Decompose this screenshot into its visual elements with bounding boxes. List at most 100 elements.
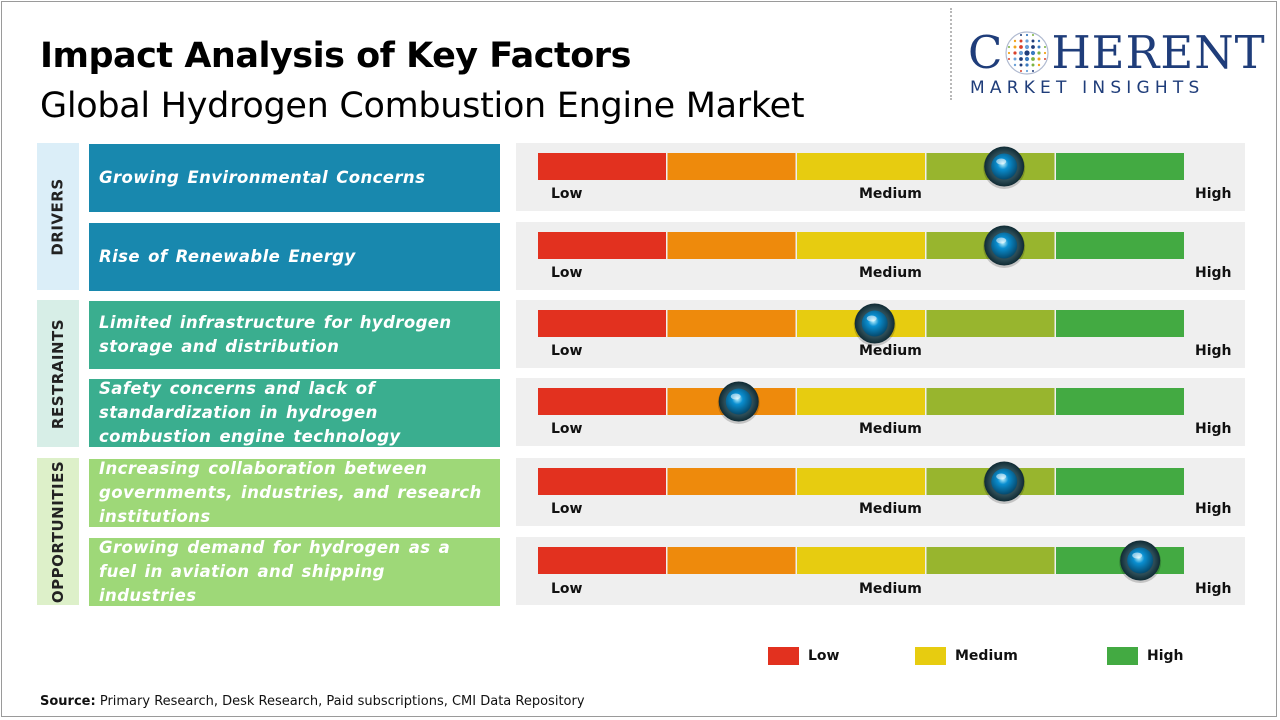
factor-label: Growing Environmental Concerns xyxy=(99,168,426,187)
scale-segment-4 xyxy=(926,388,1055,415)
scale-segment-5 xyxy=(1056,232,1184,259)
scale-label-medium: Medium xyxy=(859,186,922,202)
impact-gauge-svg xyxy=(538,225,1184,268)
scale-segment-3 xyxy=(797,468,925,495)
factor-box: Safety concerns and lack of standardizat… xyxy=(89,379,500,447)
legend-swatch xyxy=(1107,647,1138,665)
legend-label: High xyxy=(1147,648,1184,664)
scale-segment-2 xyxy=(667,468,796,495)
impact-marker xyxy=(983,225,1026,268)
factor-label: Safety concerns and lack of standardizat… xyxy=(99,379,401,446)
company-logo: C HERENT MARKET INSIGHTS xyxy=(968,30,1268,99)
scale-segment-5 xyxy=(1056,547,1184,574)
scale-segment-1 xyxy=(538,468,666,495)
logo-tagline: MARKET INSIGHTS xyxy=(970,78,1205,98)
group-label-text: DRIVERS xyxy=(49,177,68,256)
factor-label: Limited infrastructure for hydrogen stor… xyxy=(99,313,452,356)
scale-segment-2 xyxy=(667,310,796,337)
impact-marker xyxy=(983,146,1026,189)
scale-label-low: Low xyxy=(551,186,583,202)
scale-segment-5 xyxy=(1056,310,1184,337)
logo-divider xyxy=(950,8,952,100)
scale-segment-2 xyxy=(667,153,796,180)
legend-item-low: Low xyxy=(768,647,839,665)
group-label-restraints: RESTRAINTS xyxy=(37,300,79,447)
impact-gauge: Low Medium High xyxy=(516,458,1245,526)
impact-gauge: Low Medium High xyxy=(516,537,1245,605)
source-text: Primary Research, Desk Research, Paid su… xyxy=(99,694,585,709)
impact-marker xyxy=(853,303,896,346)
scale-label-medium: Medium xyxy=(859,581,922,597)
group-label-text: RESTRAINTS xyxy=(49,318,68,429)
source-note: Source: Primary Research, Desk Research,… xyxy=(40,694,585,709)
legend-swatch xyxy=(768,647,799,665)
impact-gauge-svg xyxy=(538,540,1184,583)
factor-label: Growing demand for hydrogen as a fuel in… xyxy=(99,538,451,605)
factor-box: Limited infrastructure for hydrogen stor… xyxy=(89,301,500,369)
factor-box: Growing demand for hydrogen as a fuel in… xyxy=(89,538,500,606)
factor-box: Increasing collaboration between governm… xyxy=(89,459,500,527)
impact-gauge: Low Medium High xyxy=(516,378,1245,446)
scale-label-medium: Medium xyxy=(859,265,922,281)
group-label-drivers: DRIVERS xyxy=(37,143,79,290)
legend-item-medium: Medium xyxy=(915,647,1018,665)
logo-globe-icon xyxy=(1005,31,1050,75)
scale-segment-2 xyxy=(667,547,796,574)
scale-label-low: Low xyxy=(551,421,583,437)
scale-label-high: High xyxy=(1195,186,1232,202)
scale-label-high: High xyxy=(1195,421,1232,437)
scale-label-high: High xyxy=(1195,581,1232,597)
scale-label-medium: Medium xyxy=(859,343,922,359)
legend-label: Low xyxy=(808,648,840,664)
scale-segment-5 xyxy=(1056,388,1184,415)
scale-segment-1 xyxy=(538,388,666,415)
scale-segment-3 xyxy=(797,388,925,415)
scale-label-low: Low xyxy=(551,343,583,359)
scale-segment-3 xyxy=(797,153,925,180)
factor-box: Growing Environmental Concerns xyxy=(89,144,500,212)
scale-segment-1 xyxy=(538,547,666,574)
impact-marker xyxy=(1119,540,1162,583)
impact-gauge-svg xyxy=(538,461,1184,504)
scale-label-medium: Medium xyxy=(859,501,922,517)
scale-label-high: High xyxy=(1195,501,1232,517)
impact-gauge-svg xyxy=(538,303,1184,346)
scale-label-low: Low xyxy=(551,581,583,597)
scale-segment-5 xyxy=(1056,468,1184,495)
legend-swatch xyxy=(915,647,946,665)
impact-gauge: Low Medium High xyxy=(516,222,1245,290)
scale-label-medium: Medium xyxy=(859,421,922,437)
scale-segment-3 xyxy=(797,547,925,574)
impact-gauge-svg xyxy=(538,146,1184,189)
page-subtitle: Global Hydrogen Combustion Engine Market xyxy=(40,86,805,126)
factor-label: Increasing collaboration between governm… xyxy=(99,459,482,526)
scale-label-low: Low xyxy=(551,265,583,281)
scale-segment-1 xyxy=(538,153,666,180)
scale-label-high: High xyxy=(1195,343,1232,359)
impact-marker xyxy=(717,381,760,424)
impact-gauge-svg xyxy=(538,381,1184,424)
logo-name-right: HERENT xyxy=(1051,26,1266,79)
impact-gauge: Low Medium High xyxy=(516,143,1245,211)
scale-segment-4 xyxy=(926,547,1055,574)
factor-label: Rise of Renewable Energy xyxy=(99,247,356,266)
logo-name-left: C xyxy=(968,26,1004,79)
scale-label-low: Low xyxy=(551,501,583,517)
scale-segment-1 xyxy=(538,310,666,337)
page-title: Impact Analysis of Key Factors xyxy=(40,36,631,76)
group-label-opportunities: OPPORTUNITIES xyxy=(37,458,79,605)
scale-label-high: High xyxy=(1195,265,1232,281)
scale-segment-2 xyxy=(667,232,796,259)
impact-marker xyxy=(983,461,1026,504)
scale-segment-3 xyxy=(797,232,925,259)
logo-wordmark: C HERENT xyxy=(968,30,1268,76)
scale-segment-5 xyxy=(1056,153,1184,180)
source-label: Source: xyxy=(40,694,96,709)
legend-label: Medium xyxy=(955,648,1018,664)
scale-segment-4 xyxy=(926,310,1055,337)
legend-item-high: High xyxy=(1107,647,1184,665)
scale-segment-1 xyxy=(538,232,666,259)
impact-gauge: Low Medium High xyxy=(516,300,1245,368)
group-label-text: OPPORTUNITIES xyxy=(49,460,67,603)
